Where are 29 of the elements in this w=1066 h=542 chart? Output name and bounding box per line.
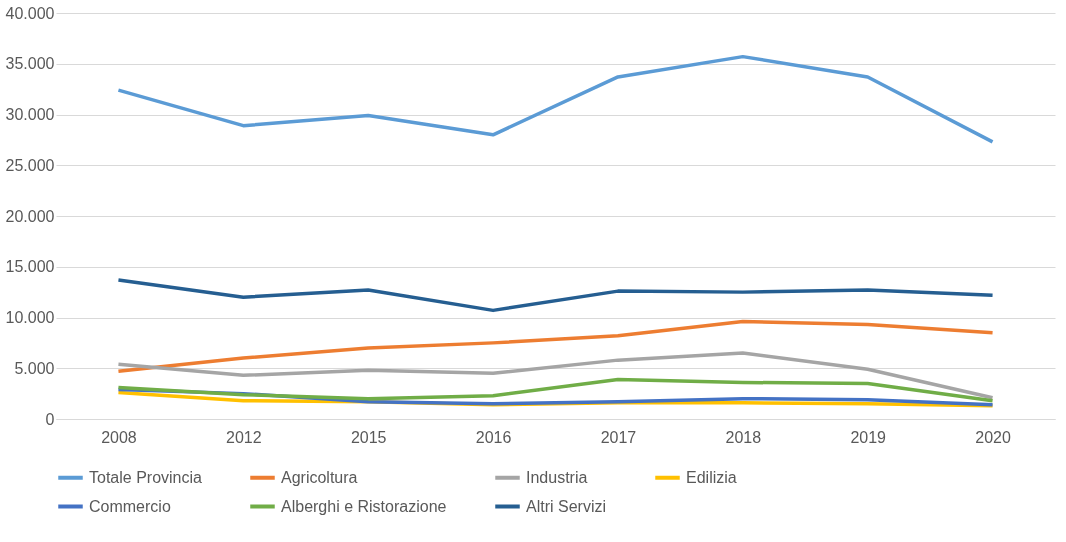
y-tick-label: 40.000 xyxy=(5,4,55,22)
legend-label: Industria xyxy=(526,468,588,486)
line-series xyxy=(116,319,995,374)
y-tick-label: 0 xyxy=(45,410,55,428)
legend-label: Edilizia xyxy=(686,468,737,486)
y-tick-label: 20.000 xyxy=(5,207,55,225)
line-series xyxy=(116,351,995,400)
line-series xyxy=(116,377,995,403)
legend-label: Commercio xyxy=(89,497,171,515)
y-tick-label: 30.000 xyxy=(5,106,55,123)
legend-label: Altri Servizi xyxy=(526,497,607,515)
y-tick-label: 35.000 xyxy=(5,55,55,73)
x-tick-label: 2016 xyxy=(475,428,512,446)
x-tick-label: 2018 xyxy=(725,428,762,446)
x-tick-label: 2017 xyxy=(600,428,637,446)
y-tick-label: 10.000 xyxy=(5,309,55,326)
x-tick-label: 2012 xyxy=(226,428,262,446)
x-tick-label: 2015 xyxy=(350,428,387,446)
line-series xyxy=(116,278,995,313)
x-tick-label: 2019 xyxy=(850,428,887,446)
y-tick-label: 5.000 xyxy=(14,359,55,377)
legend-label: Agricoltura xyxy=(281,468,358,486)
line-series xyxy=(116,54,995,144)
legend-label: Totale Provincia xyxy=(89,468,203,486)
x-tick-label: 2020 xyxy=(975,428,1011,446)
legend-label: Alberghi e Ristorazione xyxy=(281,497,447,515)
x-tick-label: 2008 xyxy=(101,428,137,446)
y-tick-label: 25.000 xyxy=(5,156,55,174)
y-tick-label: 15.000 xyxy=(5,258,55,276)
